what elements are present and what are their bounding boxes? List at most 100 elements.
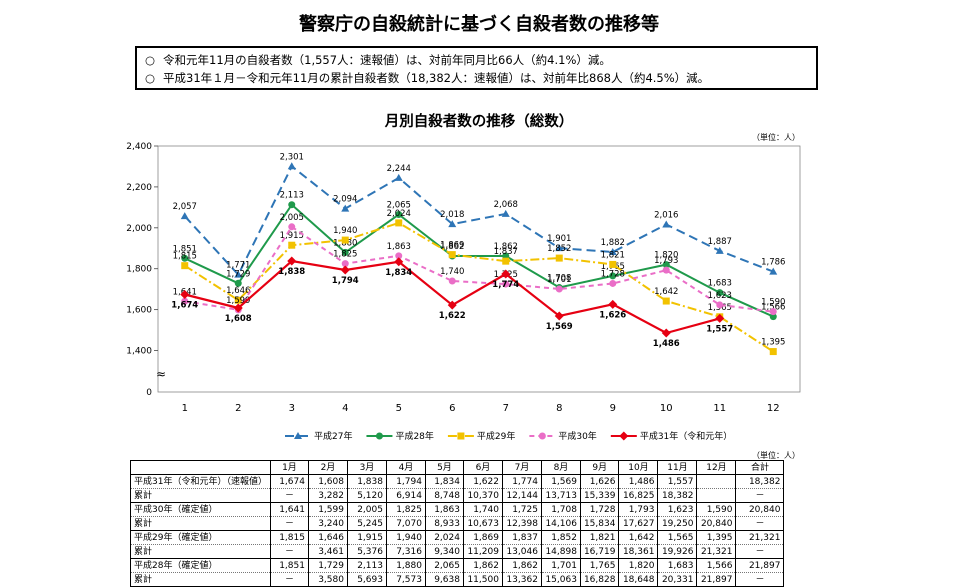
chart-title: 月別自殺者数の推移（総数） <box>384 114 574 130</box>
data-label: 2,301 <box>280 152 304 162</box>
data-label: 1,486 <box>653 339 680 349</box>
table-cell: 6,914 <box>385 488 426 503</box>
x-tick-label: 7 <box>503 403 509 414</box>
table-row: 平成28年（確定値） 1,851 1,729 2,113 1,880 2,065 1,862… <box>130 558 785 573</box>
table-cell: 13,713 <box>540 488 581 503</box>
x-tick-label: 8 <box>556 403 562 414</box>
table-cell: 2,005 <box>346 502 387 517</box>
table-cell: － <box>735 544 785 559</box>
table-header-cell: 4月 <box>385 460 426 475</box>
x-tick-label: 9 <box>610 403 616 414</box>
data-label: 1,708 <box>547 274 571 284</box>
data-point <box>609 279 617 287</box>
table-cell: 1,765 <box>579 558 620 573</box>
table-header-cell: 2月 <box>307 460 348 475</box>
table-cell: 1,940 <box>385 530 426 545</box>
table-cell: 1,623 <box>657 502 698 517</box>
table-cell: 16,828 <box>579 572 620 587</box>
data-label: 2,244 <box>387 164 411 174</box>
table-cell <box>696 474 737 489</box>
table-cell: 1,838 <box>346 474 387 489</box>
table-cell: 10,370 <box>462 488 503 503</box>
data-point <box>662 266 670 274</box>
table-cell: 18,382 <box>735 474 785 489</box>
table-cell: 5,693 <box>346 572 387 587</box>
table-cell: 18,382 <box>657 488 698 503</box>
legend-marker <box>457 432 465 440</box>
table-cell: 1,821 <box>579 530 620 545</box>
bullet-mark: ○ <box>145 71 156 85</box>
table-cell: － <box>735 516 785 531</box>
table-cell: 20,331 <box>657 572 698 587</box>
table-cell: 1,641 <box>269 502 309 517</box>
data-label: 1,557 <box>706 324 733 334</box>
table-cell: 21,321 <box>696 544 737 559</box>
data-label: 1,851 <box>173 244 197 254</box>
data-point <box>341 260 349 268</box>
data-label: 1,869 <box>440 241 464 251</box>
row-label: 累計 <box>130 516 271 531</box>
table-cell: 1,642 <box>618 530 659 545</box>
x-tick-label: 4 <box>342 403 348 414</box>
notice-text: 令和元年11月の自殺者数（1,557人：速報値）は、対前年同月比66人（約4.1… <box>163 53 611 67</box>
table-cell: 21,897 <box>696 572 737 587</box>
data-point <box>661 328 671 338</box>
data-point <box>448 277 456 285</box>
data-point <box>716 301 724 309</box>
table-cell: 19,250 <box>657 516 698 531</box>
data-label: 1,852 <box>547 244 571 254</box>
data-point <box>501 269 511 279</box>
data-label: 2,024 <box>387 209 411 219</box>
table-cell: 1,486 <box>618 474 659 489</box>
data-point <box>287 256 297 266</box>
data-label: 1,794 <box>332 276 359 286</box>
data-point <box>448 251 456 259</box>
data-point <box>181 262 189 270</box>
data-point <box>662 297 670 305</box>
data-point <box>502 257 510 265</box>
table-unit-label: （単位：人） <box>752 451 800 460</box>
table-cell: 1,395 <box>696 530 737 545</box>
data-label: 1,646 <box>226 286 250 296</box>
data-point <box>180 290 190 299</box>
legend-marker <box>294 432 302 439</box>
data-label: 1,566 <box>761 303 785 313</box>
data-label: 1,622 <box>439 311 466 321</box>
table-cell: 20,840 <box>696 516 737 531</box>
table-cell: 1,862 <box>501 558 542 573</box>
table-cell: － <box>269 572 309 587</box>
data-point <box>769 267 778 275</box>
table-cell: － <box>735 488 785 503</box>
data-label: 1,862 <box>494 242 518 252</box>
table-header-cell: 11月 <box>657 460 698 475</box>
x-tick-label: 5 <box>396 403 402 414</box>
data-label: 1,728 <box>601 269 625 279</box>
table-cell: 7,316 <box>385 544 426 559</box>
table-header-corner <box>130 460 271 475</box>
table-cell: 1,590 <box>696 502 737 517</box>
x-tick-label: 6 <box>449 403 455 414</box>
data-label: 1,590 <box>761 298 785 308</box>
table-cell: 1,565 <box>657 530 698 545</box>
y-tick-label: 1,600 <box>126 306 152 316</box>
y-tick-label: 2,000 <box>126 224 152 234</box>
data-point <box>395 219 403 227</box>
data-label: 1,793 <box>654 256 678 266</box>
table-cell: 1,793 <box>618 502 659 517</box>
table-cell: 1,740 <box>462 502 503 517</box>
data-label: 1,863 <box>387 242 411 252</box>
table-header-cell: 6月 <box>462 460 503 475</box>
x-tick-label: 10 <box>660 403 673 414</box>
data-label: 1,862 <box>440 242 464 252</box>
bullet-mark: ○ <box>145 53 156 67</box>
table-cell: 19,926 <box>657 544 698 559</box>
data-label: 1,683 <box>708 279 732 289</box>
data-label: 1,608 <box>225 314 252 324</box>
data-label: 2,094 <box>333 195 357 205</box>
table-cell: 1,708 <box>540 502 581 517</box>
table-cell: 5,245 <box>346 516 387 531</box>
table-cell: 1,820 <box>618 558 659 573</box>
table-cell: 3,282 <box>307 488 348 503</box>
data-label: 1,940 <box>333 226 357 236</box>
data-label: 1,887 <box>708 237 732 247</box>
